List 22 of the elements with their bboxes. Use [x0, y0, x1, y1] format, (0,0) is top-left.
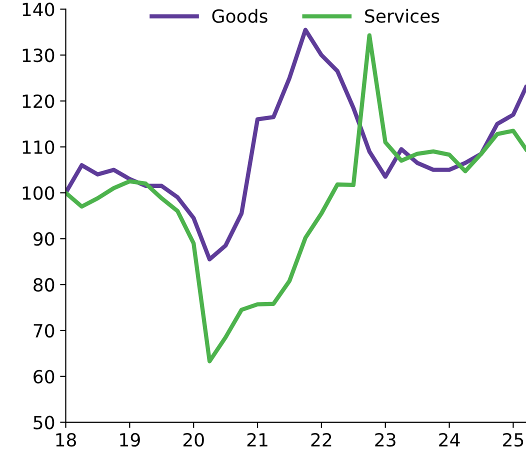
x-tick-label: 23 — [375, 433, 396, 447]
line-series — [66, 28, 526, 262]
y-tick-label: 70 — [34, 324, 54, 338]
x-tick-label: 18 — [56, 433, 76, 447]
x-tick-label: 25 — [503, 433, 524, 447]
y-tick-label: 90 — [33, 232, 54, 246]
y-tick-label: 100 — [22, 186, 54, 200]
x-tick-label: 22 — [311, 433, 332, 446]
y-tick-label: 80 — [34, 278, 54, 292]
x-tick-label: 19 — [120, 433, 140, 447]
y-tick-label: 130 — [22, 48, 54, 62]
legend-label: Services — [365, 8, 440, 23]
y-tick-label: 110 — [22, 140, 54, 154]
y-tick-label: 50 — [34, 416, 54, 430]
x-tick-label: 24 — [439, 433, 460, 446]
x-tick-label: 21 — [247, 433, 268, 446]
line-series — [66, 33, 526, 364]
legend-label: Goods — [212, 8, 268, 23]
y-tick-label: 140 — [22, 2, 54, 16]
x-tick-label: 20 — [183, 433, 204, 447]
y-tick-label: 120 — [22, 94, 54, 108]
y-tick-label: 60 — [34, 370, 54, 384]
